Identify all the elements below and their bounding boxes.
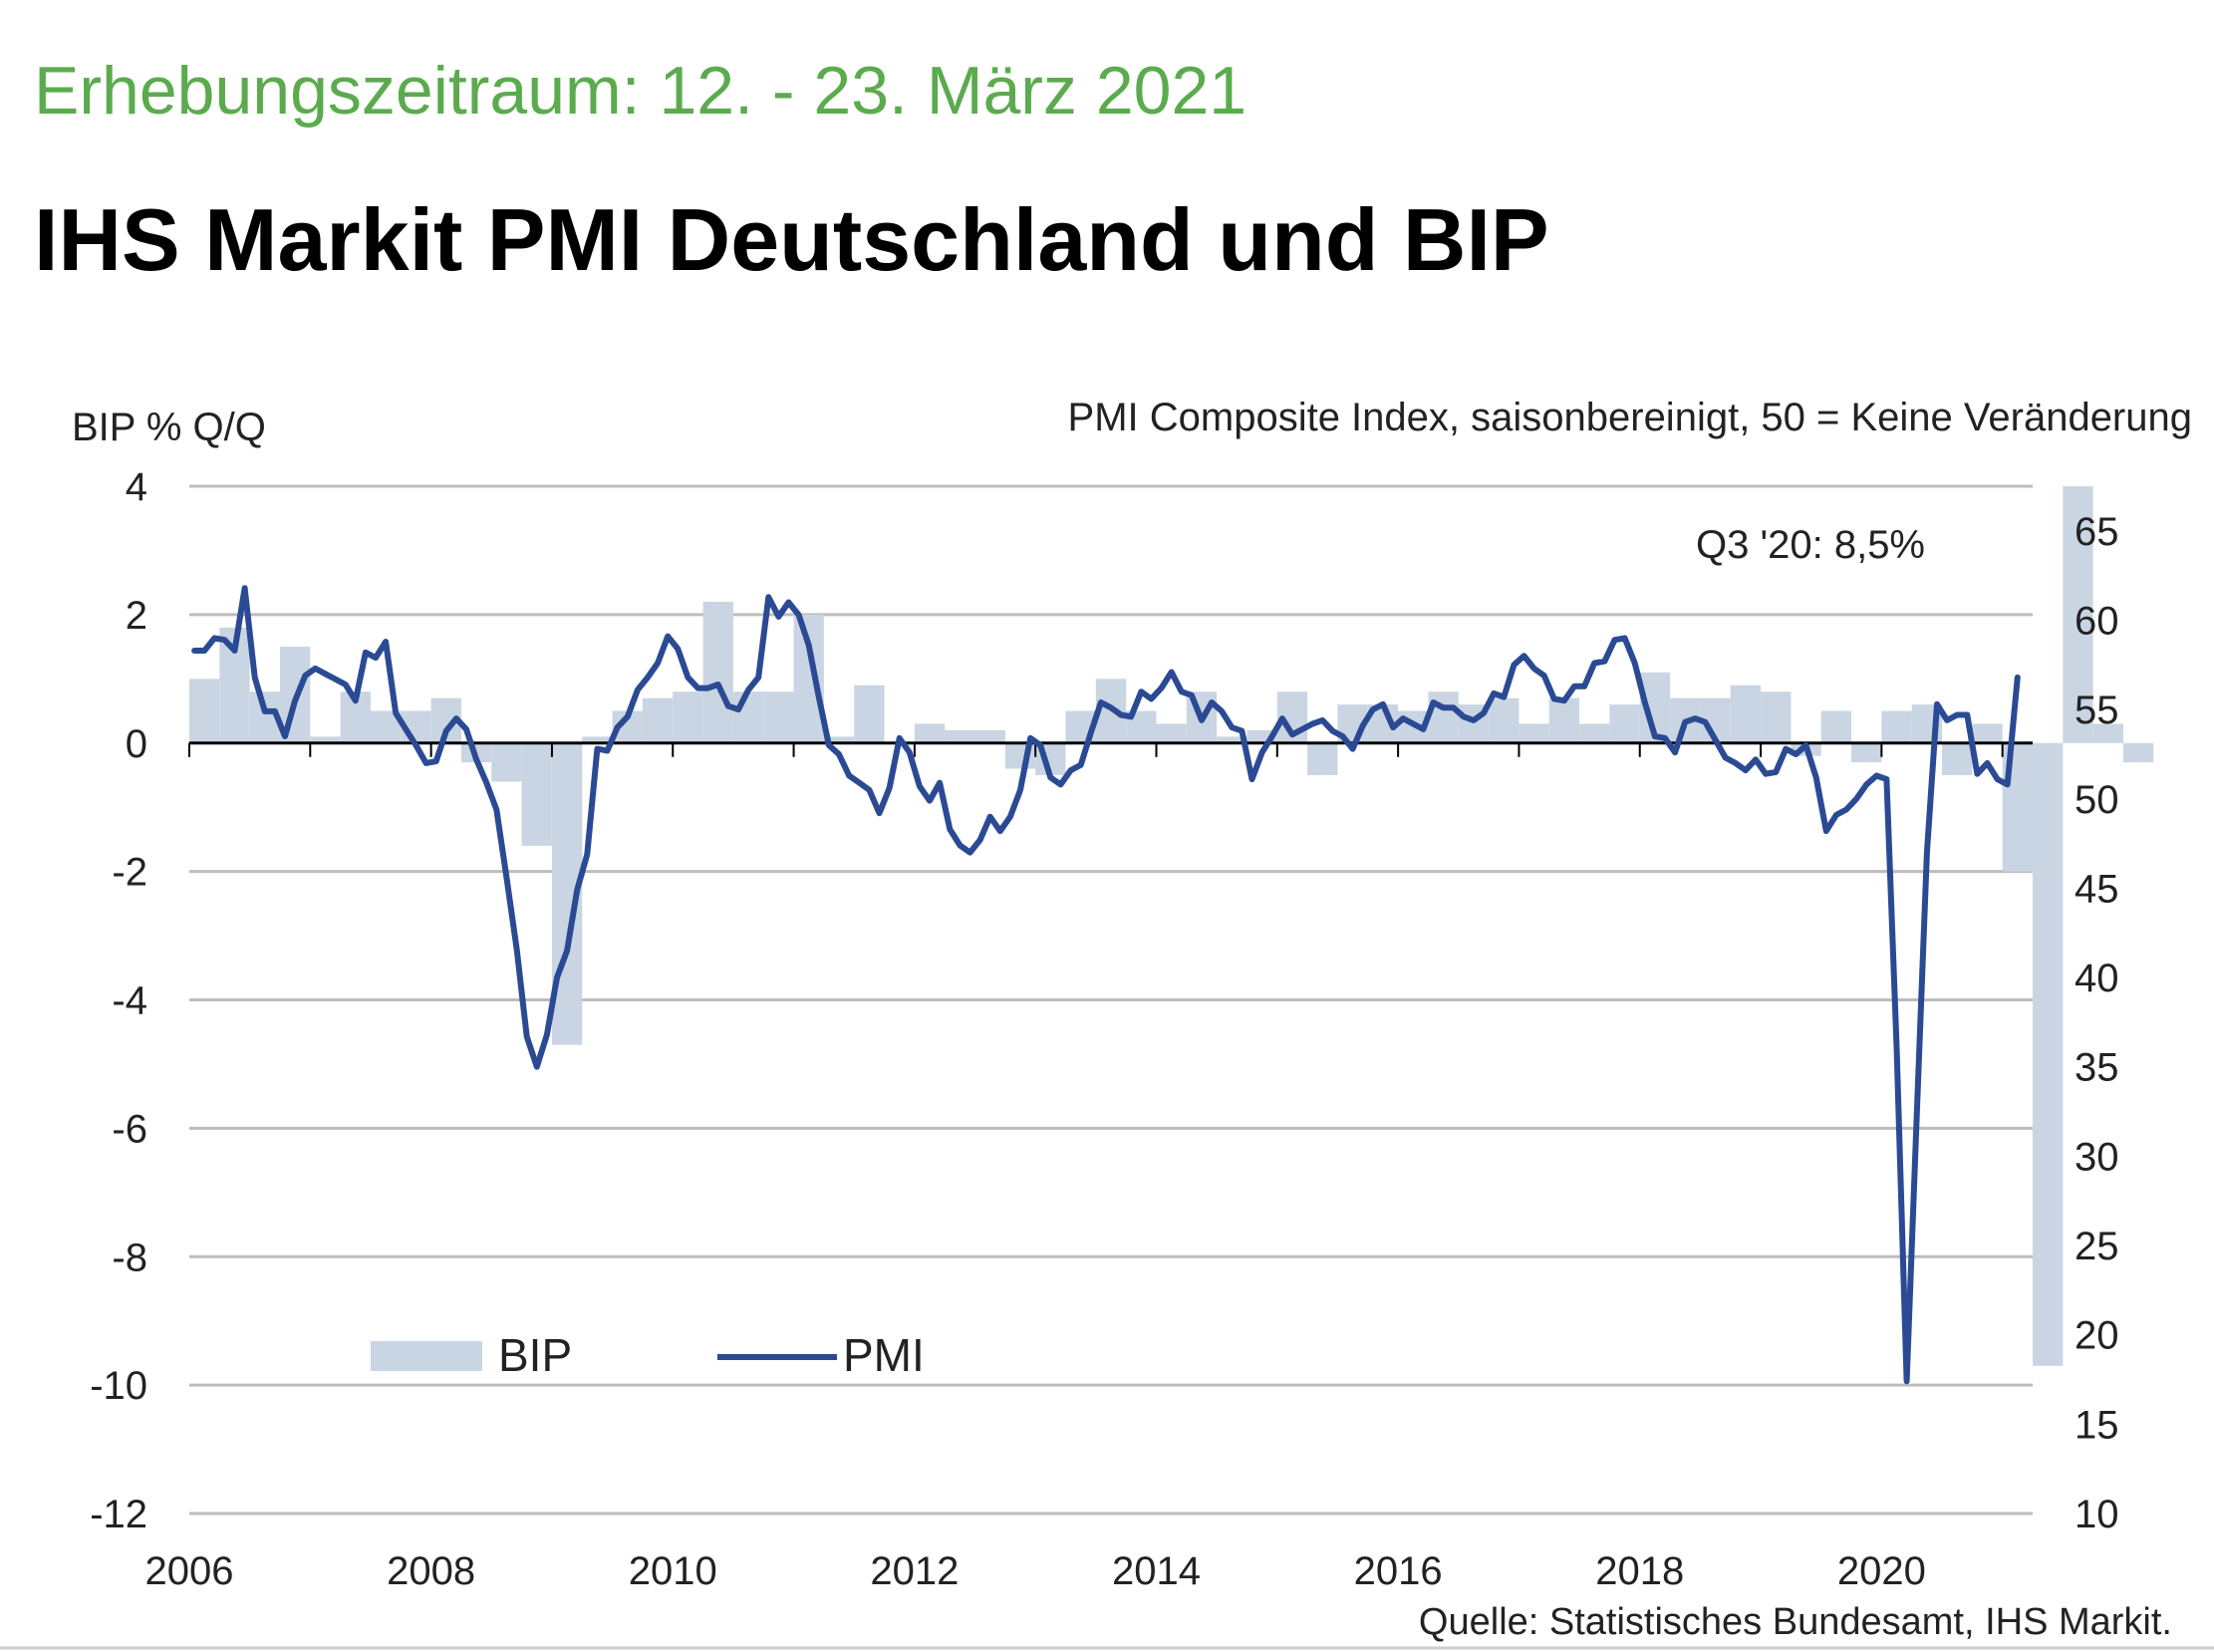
left-tick-label: 4: [126, 465, 147, 509]
zero-axis: [188, 741, 2033, 757]
bip-bar: [2122, 742, 2154, 763]
left-tick-label: 0: [126, 722, 147, 766]
source-note: Quelle: Statistisches Bundesamt, IHS Mar…: [1419, 1601, 2172, 1643]
left-tick-label: -6: [112, 1107, 147, 1151]
left-tick-label: 2: [126, 594, 147, 638]
bip-bar: [914, 723, 946, 743]
bip-bar: [854, 685, 885, 743]
x-tick-label: 2006: [145, 1549, 234, 1593]
right-axis-ticks: 65 60 55 50 45 40 35 30 25 20 15 10: [2075, 510, 2119, 1536]
bip-bar: [582, 736, 613, 743]
bip-bar: [763, 691, 794, 743]
survey-period-subtitle: Erhebungszeitraum: 12. - 23. März 2021: [34, 53, 1247, 129]
x-tick-label: 2014: [1112, 1549, 1201, 1593]
bip-bar: [823, 736, 855, 743]
x-tick-label: 2018: [1595, 1549, 1684, 1593]
bip-bar: [1489, 697, 1520, 743]
bip-bar: [642, 697, 674, 743]
bip-bar: [1428, 691, 1459, 743]
bip-bar: [310, 736, 341, 743]
bip-bar: [491, 742, 522, 782]
right-tick-label: 65: [2075, 510, 2119, 554]
right-tick-label: 40: [2075, 957, 2119, 1000]
x-tick-label: 2012: [870, 1549, 959, 1593]
peak-annotation: Q3 '20: 8,5%: [1696, 523, 1925, 567]
pmi-line: [191, 585, 2021, 1385]
bip-bar: [521, 742, 552, 846]
bip-bar: [1942, 742, 1973, 775]
left-axis-label: BIP % Q/Q: [72, 406, 266, 449]
bip-bar: [732, 691, 764, 743]
bip-bar: [1851, 742, 1882, 763]
right-tick-label: 50: [2075, 778, 2119, 822]
left-tick-label: -8: [112, 1236, 147, 1279]
legend: BIP PMI: [371, 1329, 925, 1381]
right-axis-label: PMI Composite Index, saisonbereinigt, 50…: [1068, 396, 2192, 439]
right-tick-label: 10: [2075, 1493, 2119, 1536]
right-tick-label: 45: [2075, 867, 2119, 911]
right-tick-label: 35: [2075, 1046, 2119, 1090]
left-axis-ticks: 4 2 0 -2 -4 -6 -8 -10 -12: [90, 465, 147, 1536]
bip-bar: [1972, 723, 2003, 743]
right-tick-label: 60: [2075, 599, 2119, 643]
pmi-line-group: [191, 585, 2021, 1385]
bip-bar: [1881, 710, 1912, 743]
bip-bar: [793, 614, 824, 743]
bip-bar: [1820, 710, 1852, 743]
x-tick-label: 2016: [1354, 1549, 1443, 1593]
left-tick-label: -12: [90, 1493, 147, 1536]
bip-bar: [189, 679, 220, 743]
bip-bar: [1307, 742, 1338, 775]
bip-bar: [974, 729, 1005, 743]
bip-bar: [2092, 723, 2123, 743]
x-tick-label: 2010: [629, 1549, 717, 1593]
right-tick-label: 55: [2075, 688, 2119, 732]
bip-bar: [1579, 723, 1610, 743]
x-tick-label: 2008: [387, 1549, 475, 1593]
left-tick-label: -10: [90, 1364, 147, 1408]
bip-bar: [1730, 685, 1762, 743]
legend-bip-swatch: [371, 1341, 482, 1371]
bip-bar: [1519, 723, 1549, 743]
bip-bar: [2033, 742, 2064, 1366]
x-axis-ticks: 2006 2008 2010 2012 2014 2016 2018 2020: [145, 1549, 1926, 1593]
bip-bar: [945, 729, 975, 743]
bip-bar: [1761, 691, 1792, 743]
legend-pmi-label: PMI: [843, 1329, 925, 1381]
bip-bar: [1217, 736, 1247, 743]
left-tick-label: -2: [112, 851, 147, 895]
grid-lines: [189, 484, 2033, 1515]
bip-bar: [1609, 704, 1640, 743]
right-tick-label: 30: [2075, 1135, 2119, 1179]
bip-bar: [2063, 486, 2093, 743]
page-title: IHS Markit PMI Deutschland und BIP: [34, 190, 1549, 289]
bip-bar: [702, 601, 733, 743]
right-tick-label: 25: [2075, 1225, 2119, 1268]
legend-bip-label: BIP: [498, 1329, 572, 1381]
right-tick-label: 15: [2075, 1403, 2119, 1447]
left-tick-label: -4: [112, 979, 147, 1023]
bip-bar: [673, 691, 703, 743]
right-tick-label: 20: [2075, 1314, 2119, 1358]
x-tick-label: 2020: [1837, 1549, 1926, 1593]
bip-bar: [1548, 697, 1580, 743]
bip-bars: [189, 486, 2154, 1366]
bip-bar: [1156, 723, 1187, 743]
